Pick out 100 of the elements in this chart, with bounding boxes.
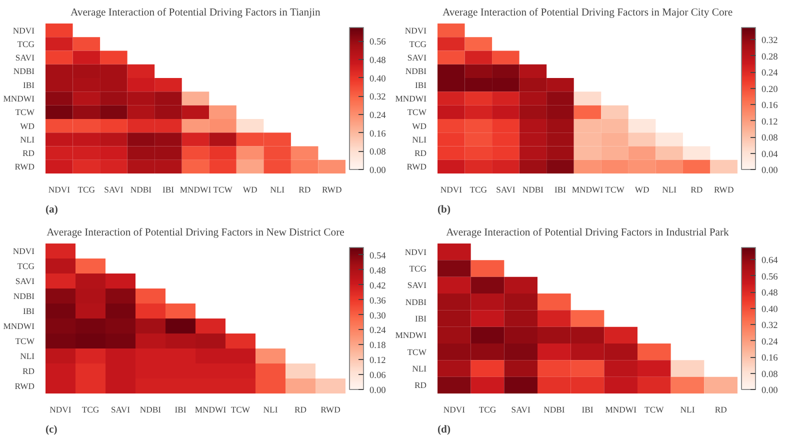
text: (b) xyxy=(438,204,451,216)
x-tick-label: IBI xyxy=(554,184,566,194)
x-tick-label: MNDWI xyxy=(605,404,637,414)
y-tick-label: TCG xyxy=(409,38,426,49)
text: (d) xyxy=(438,424,451,436)
x-tick-label: SAVI xyxy=(496,184,516,194)
color-bar-label: 0.00 xyxy=(762,166,778,176)
y-tick-label: IBI xyxy=(22,80,35,90)
color-bar-label: 0.00 xyxy=(370,166,386,176)
x-tick-label: MNDWI xyxy=(572,184,604,194)
y-tick-label: RWD xyxy=(406,162,426,172)
x-tick-label: RD xyxy=(294,404,307,414)
x-tick-label: NDBI xyxy=(522,184,544,194)
x-tick-label: TCG xyxy=(470,184,488,194)
y-tick-label: NDBI xyxy=(13,291,35,301)
y-tick-label: RD xyxy=(22,148,35,158)
y-tick-label: WD xyxy=(20,120,34,131)
y-tick-label: IBI xyxy=(414,80,427,90)
color-bar-label: 0.24 xyxy=(762,68,778,79)
color-bar-label: 0.16 xyxy=(762,101,778,112)
x-tick-label: MNDWI xyxy=(180,184,212,194)
x-tick-label: TCG xyxy=(478,404,496,414)
color-bar-label: 0.16 xyxy=(370,129,386,140)
x-tick-label: TCW xyxy=(213,184,234,194)
y-tick-label: NDVI xyxy=(404,246,427,257)
y-tick-label: SAVI xyxy=(15,276,35,286)
color-bar-label: 0.24 xyxy=(762,337,778,348)
y-tick-label: SAVI xyxy=(407,280,427,290)
y-tick-label: NDVI xyxy=(12,25,35,36)
y-tick-label: NLI xyxy=(412,134,427,144)
x-tick-label: TCW xyxy=(605,184,626,194)
color-bar-label: 0.06 xyxy=(370,371,386,382)
y-tick-label: NLI xyxy=(20,351,35,361)
chart-title: Average Interaction of Potential Driving Factors in Tianjin xyxy=(70,8,322,18)
y-tick-label: TCG xyxy=(17,38,34,49)
y-tick-label: SAVI xyxy=(15,52,35,63)
y-tick-label: RD xyxy=(22,366,35,376)
x-tick-label: RWD xyxy=(322,184,342,194)
y-tick-label: RWD xyxy=(14,162,34,172)
x-tick-label: TCG xyxy=(82,404,100,414)
x-tick-label: IBI xyxy=(582,404,594,414)
x-tick-label: NLI xyxy=(680,404,695,414)
color-bar-label: 0.56 xyxy=(370,38,386,48)
color-bar-label: 0.20 xyxy=(762,84,778,95)
y-tick-label: NDBI xyxy=(405,296,427,307)
x-tick-label: IBI xyxy=(162,184,174,194)
x-tick-label: NLI xyxy=(662,184,677,194)
y-tick-label: IBI xyxy=(22,306,35,316)
color-bar-label: 0.08 xyxy=(370,148,386,158)
color-bar-label: 0.00 xyxy=(370,386,386,396)
chart-title: Average Interaction of Potential Driving Factors in Major City Core xyxy=(442,8,733,18)
x-tick-label: NDVI xyxy=(48,184,70,194)
color-bar-label: 0.16 xyxy=(762,354,778,364)
x-tick-label: RWD xyxy=(320,404,340,414)
color-bar-label: 0.32 xyxy=(762,321,778,332)
chart-title: Average Interaction of Potential Driving Factors in New District Core xyxy=(46,228,345,238)
color-bar-label: 0.64 xyxy=(762,256,778,266)
y-tick-label: NDVI xyxy=(12,246,35,256)
x-tick-label: RD xyxy=(714,404,727,414)
x-tick-label: NDVI xyxy=(50,404,72,414)
x-tick-label: NDBI xyxy=(130,184,152,194)
y-tick-label: TCW xyxy=(407,346,428,357)
x-tick-label: SAVI xyxy=(110,404,130,414)
color-bar-label: 0.12 xyxy=(370,356,386,366)
x-tick-label: NDBI xyxy=(544,404,565,414)
y-tick-label: NDVI xyxy=(404,25,427,36)
color-bar-label: 0.40 xyxy=(762,304,778,315)
x-tick-label: RWD xyxy=(714,184,734,194)
color-bar-label: 0.48 xyxy=(762,288,778,299)
y-tick-label: NLI xyxy=(20,134,35,144)
color-bar-label: 0.48 xyxy=(370,266,386,276)
y-tick-label: MNDWI xyxy=(395,330,427,340)
y-tick-label: NDBI xyxy=(405,66,427,76)
color-bar-label: 0.48 xyxy=(370,56,386,66)
x-tick-label: NDBI xyxy=(140,404,162,414)
chart-title: Average Interaction of Potential Driving Factors in Industrial Park xyxy=(446,228,730,238)
color-bar-label: 0.00 xyxy=(762,386,778,396)
y-tick-label: RD xyxy=(414,148,427,158)
y-tick-label: TCW xyxy=(15,107,36,118)
y-tick-label: TCW xyxy=(407,107,428,118)
color-bar-label: 0.24 xyxy=(370,326,386,336)
color-bar-label: 0.42 xyxy=(370,281,386,292)
x-tick-label: IBI xyxy=(174,404,186,414)
color-bar-label: 0.12 xyxy=(762,117,778,128)
x-tick-label: NDVI xyxy=(440,184,462,194)
color-bar-label: 0.30 xyxy=(370,311,386,322)
x-tick-label: RD xyxy=(690,184,703,194)
y-tick-label: SAVI xyxy=(407,52,427,63)
x-tick-label: TCW xyxy=(230,404,251,414)
y-tick-label: RWD xyxy=(14,381,34,391)
color-bar-label: 0.18 xyxy=(370,341,386,352)
y-tick-label: TCW xyxy=(15,336,36,346)
x-tick-label: MNDWI xyxy=(194,404,226,414)
color-bar-label: 0.24 xyxy=(370,111,386,122)
y-tick-label: NLI xyxy=(412,364,427,374)
color-bar-label: 0.54 xyxy=(370,251,386,262)
x-tick-label: WD xyxy=(634,184,650,194)
color-bar-label: 0.36 xyxy=(370,296,386,306)
y-tick-label: WD xyxy=(412,120,426,131)
text: (a) xyxy=(46,204,58,216)
